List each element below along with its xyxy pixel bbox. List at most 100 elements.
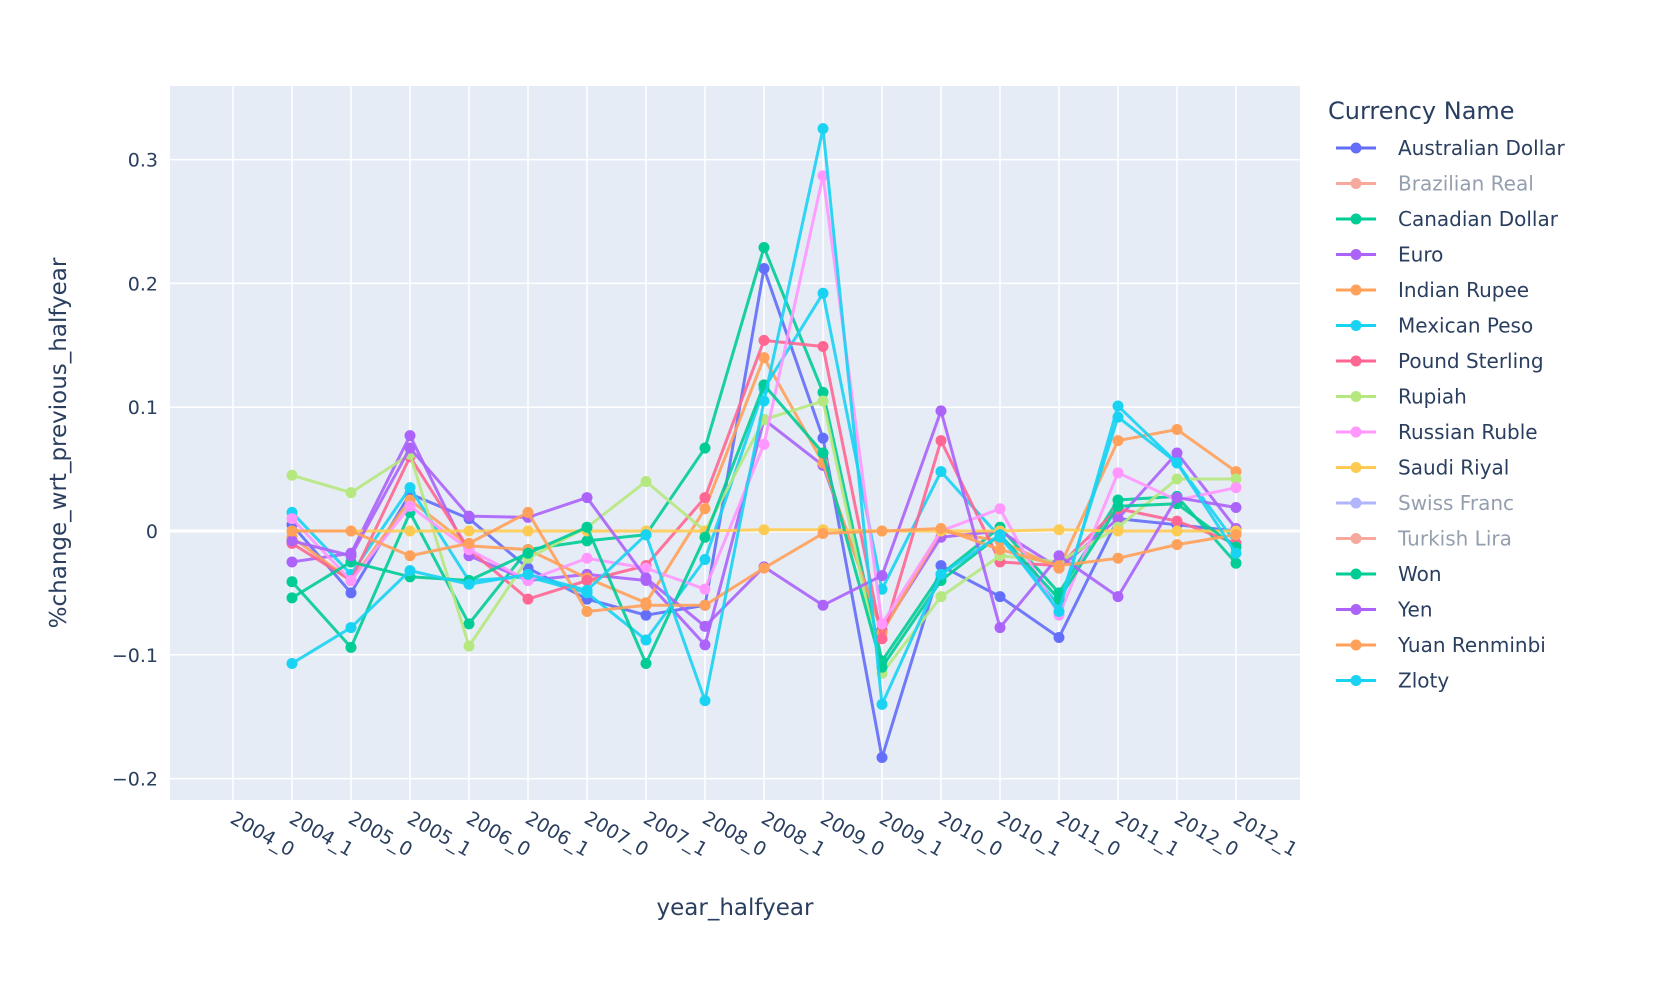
- legend-item-swiss-franc[interactable]: Swiss Franc: [1336, 491, 1514, 515]
- data-point[interactable]: [935, 560, 947, 572]
- data-point[interactable]: [699, 583, 711, 595]
- data-point[interactable]: [699, 639, 711, 651]
- data-point[interactable]: [935, 591, 947, 603]
- legend-item-zloty[interactable]: Zloty: [1336, 669, 1449, 693]
- data-point[interactable]: [345, 575, 357, 587]
- data-point[interactable]: [640, 529, 652, 541]
- data-point[interactable]: [994, 591, 1006, 603]
- data-point[interactable]: [1112, 525, 1124, 537]
- data-point[interactable]: [286, 657, 298, 669]
- legend-item-russian-ruble[interactable]: Russian Ruble: [1336, 420, 1538, 444]
- data-point[interactable]: [876, 752, 888, 764]
- data-point[interactable]: [1230, 557, 1242, 569]
- data-point[interactable]: [994, 544, 1006, 556]
- data-point[interactable]: [1171, 515, 1183, 527]
- legend-item-mexican-peso[interactable]: Mexican Peso: [1336, 314, 1533, 338]
- data-point[interactable]: [640, 475, 652, 487]
- data-point[interactable]: [758, 241, 770, 253]
- data-point[interactable]: [404, 550, 416, 562]
- data-point[interactable]: [699, 503, 711, 515]
- data-point[interactable]: [1171, 457, 1183, 469]
- data-point[interactable]: [817, 599, 829, 611]
- data-point[interactable]: [345, 525, 357, 537]
- data-point[interactable]: [463, 537, 475, 549]
- data-point[interactable]: [1053, 605, 1065, 617]
- data-point[interactable]: [1112, 435, 1124, 447]
- data-point[interactable]: [286, 592, 298, 604]
- data-point[interactable]: [758, 562, 770, 574]
- data-point[interactable]: [581, 575, 593, 587]
- data-point[interactable]: [994, 503, 1006, 515]
- data-point[interactable]: [935, 405, 947, 417]
- data-point[interactable]: [758, 352, 770, 364]
- legend-item-yuan-renminbi[interactable]: Yuan Renminbi: [1336, 633, 1546, 657]
- data-point[interactable]: [1053, 631, 1065, 643]
- data-point[interactable]: [463, 578, 475, 590]
- data-point[interactable]: [876, 633, 888, 645]
- data-point[interactable]: [817, 287, 829, 299]
- data-point[interactable]: [404, 430, 416, 442]
- data-point[interactable]: [758, 263, 770, 275]
- data-point[interactable]: [994, 622, 1006, 634]
- data-point[interactable]: [817, 386, 829, 398]
- data-point[interactable]: [699, 531, 711, 543]
- legend-item-yen[interactable]: Yen: [1336, 598, 1433, 622]
- data-point[interactable]: [640, 609, 652, 621]
- data-point[interactable]: [699, 442, 711, 454]
- data-point[interactable]: [345, 641, 357, 653]
- legend-item-rupiah[interactable]: Rupiah: [1336, 385, 1467, 409]
- legend-item-euro[interactable]: Euro: [1336, 243, 1443, 267]
- legend-item-pound-sterling[interactable]: Pound Sterling: [1336, 349, 1544, 373]
- data-point[interactable]: [699, 695, 711, 707]
- data-point[interactable]: [876, 698, 888, 710]
- data-point[interactable]: [463, 640, 475, 652]
- data-point[interactable]: [758, 395, 770, 407]
- data-point[interactable]: [817, 447, 829, 459]
- data-point[interactable]: [286, 469, 298, 481]
- data-point[interactable]: [699, 492, 711, 504]
- data-point[interactable]: [286, 556, 298, 568]
- data-point[interactable]: [699, 599, 711, 611]
- data-point[interactable]: [581, 521, 593, 533]
- data-point[interactable]: [1230, 501, 1242, 513]
- legend-item-australian-dollar[interactable]: Australian Dollar: [1336, 136, 1566, 160]
- data-point[interactable]: [463, 525, 475, 537]
- data-point[interactable]: [640, 572, 652, 584]
- data-point[interactable]: [1053, 560, 1065, 572]
- data-point[interactable]: [286, 525, 298, 537]
- legend-item-canadian-dollar[interactable]: Canadian Dollar: [1336, 207, 1559, 231]
- data-point[interactable]: [876, 525, 888, 537]
- data-point[interactable]: [1230, 482, 1242, 494]
- data-point[interactable]: [699, 620, 711, 632]
- legend-item-saudi-riyal[interactable]: Saudi Riyal: [1336, 456, 1509, 480]
- data-point[interactable]: [404, 525, 416, 537]
- data-point[interactable]: [1171, 525, 1183, 537]
- data-point[interactable]: [758, 438, 770, 450]
- data-point[interactable]: [935, 568, 947, 580]
- data-point[interactable]: [286, 576, 298, 588]
- data-point[interactable]: [1112, 591, 1124, 603]
- data-point[interactable]: [1230, 529, 1242, 541]
- data-point[interactable]: [876, 618, 888, 630]
- data-point[interactable]: [640, 562, 652, 574]
- data-point[interactable]: [581, 552, 593, 564]
- data-point[interactable]: [817, 432, 829, 444]
- data-point[interactable]: [345, 622, 357, 634]
- data-point[interactable]: [758, 524, 770, 536]
- data-point[interactable]: [522, 568, 534, 580]
- data-point[interactable]: [1112, 500, 1124, 512]
- data-point[interactable]: [817, 170, 829, 182]
- data-point[interactable]: [581, 492, 593, 504]
- data-point[interactable]: [1171, 473, 1183, 485]
- data-point[interactable]: [640, 634, 652, 646]
- data-point[interactable]: [699, 553, 711, 565]
- data-point[interactable]: [935, 435, 947, 447]
- data-point[interactable]: [640, 657, 652, 669]
- data-point[interactable]: [1171, 492, 1183, 504]
- data-point[interactable]: [1230, 473, 1242, 485]
- data-point[interactable]: [1230, 547, 1242, 559]
- data-point[interactable]: [1171, 423, 1183, 435]
- data-point[interactable]: [1171, 447, 1183, 459]
- data-point[interactable]: [522, 547, 534, 559]
- data-point[interactable]: [581, 605, 593, 617]
